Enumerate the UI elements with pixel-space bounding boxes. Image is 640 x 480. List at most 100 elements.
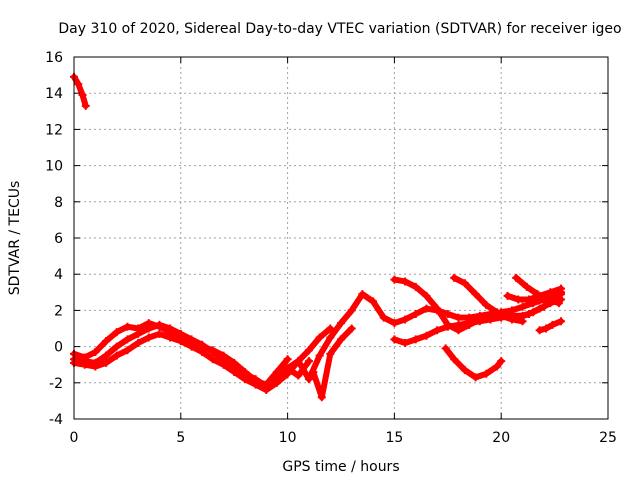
- data-point: [155, 329, 164, 338]
- x-tick-label: 10: [279, 430, 297, 446]
- data-point: [91, 362, 100, 371]
- data-point: [475, 315, 484, 324]
- data-point: [443, 310, 452, 319]
- data-point: [433, 304, 442, 313]
- data-point: [535, 304, 544, 313]
- axis-ticks: 0 5 10 15 20 25 -4 -2 0 2 4 6 8 10 12 14 16: [45, 50, 617, 446]
- data-point: [326, 324, 335, 333]
- data-point: [503, 311, 512, 320]
- y-tick-label: 0: [54, 340, 63, 356]
- data-point: [454, 313, 463, 322]
- data-point: [347, 306, 356, 315]
- data-point: [81, 101, 90, 110]
- data-point: [102, 358, 111, 367]
- data-point: [347, 324, 356, 333]
- data-point: [262, 386, 271, 395]
- x-tick-label: 15: [385, 430, 403, 446]
- data-point: [208, 348, 217, 357]
- y-tick-label: 14: [45, 86, 63, 102]
- data-point: [514, 295, 523, 304]
- data-point: [176, 329, 185, 338]
- data-point: [176, 337, 185, 346]
- data-point: [187, 335, 196, 344]
- data-point: [112, 328, 121, 337]
- data-point: [309, 367, 318, 376]
- data-point: [535, 326, 544, 335]
- data-point: [187, 342, 196, 351]
- data-point: [390, 275, 399, 284]
- data-point: [208, 355, 217, 364]
- data-point: [102, 337, 111, 346]
- y-tick-label: 10: [45, 159, 63, 175]
- data-point: [522, 282, 531, 291]
- data-point: [304, 375, 313, 384]
- data-point: [518, 302, 527, 311]
- data-point: [198, 348, 207, 357]
- grid: [74, 57, 608, 419]
- y-tick-label: 6: [54, 231, 63, 247]
- data-point: [294, 357, 303, 366]
- data-point: [482, 300, 491, 309]
- data-point: [422, 304, 431, 313]
- data-point: [155, 320, 164, 329]
- data-point: [272, 378, 281, 387]
- data-point: [326, 333, 335, 342]
- data-point: [304, 346, 313, 355]
- data-point: [486, 313, 495, 322]
- data-point: [548, 320, 557, 329]
- data-point: [535, 291, 544, 300]
- data-point: [471, 290, 480, 299]
- data-point: [401, 315, 410, 324]
- y-tick-label: 8: [54, 195, 63, 211]
- data-point: [401, 277, 410, 286]
- data-point: [304, 357, 313, 366]
- data-point: [422, 331, 431, 340]
- data-point: [450, 355, 459, 364]
- data-point: [337, 319, 345, 328]
- data-point: [454, 326, 463, 335]
- y-tick-label: 12: [45, 122, 63, 138]
- data-point: [326, 349, 335, 358]
- data-point: [433, 326, 442, 335]
- data-point: [144, 324, 153, 333]
- y-tick-label: -2: [49, 376, 63, 392]
- data-point: [401, 338, 410, 347]
- data-point: [123, 335, 132, 344]
- data-point: [315, 351, 324, 360]
- x-tick-label: 5: [176, 430, 185, 446]
- data-point: [497, 357, 506, 366]
- data-point: [524, 295, 533, 304]
- y-axis-label: SDTVAR / TECUs: [7, 181, 23, 296]
- y-tick-label: 4: [54, 267, 63, 283]
- data-point: [78, 91, 87, 100]
- data-point: [134, 338, 143, 347]
- data-point: [465, 320, 474, 329]
- data-point: [337, 335, 345, 344]
- data-point: [219, 360, 228, 369]
- data-point: [492, 308, 501, 317]
- data-point: [460, 279, 469, 288]
- data-point: [554, 299, 563, 308]
- data-point: [544, 295, 553, 304]
- data-point: [503, 291, 512, 300]
- data-point: [315, 333, 324, 342]
- data-point: [272, 367, 281, 376]
- data-point: [369, 297, 378, 306]
- x-tick-label: 20: [492, 430, 510, 446]
- data-point: [317, 393, 326, 402]
- data-point: [198, 340, 207, 349]
- data-point: [557, 317, 566, 326]
- data-point: [102, 351, 111, 360]
- data-point: [358, 290, 367, 299]
- y-tick-label: -4: [49, 412, 63, 428]
- data-point: [492, 362, 501, 371]
- y-tick-label: 2: [54, 303, 63, 319]
- data-point: [166, 333, 175, 342]
- data-point: [240, 375, 249, 384]
- x-tick-label: 25: [599, 430, 617, 446]
- x-axis-label: GPS time / hours: [282, 459, 399, 475]
- data-point: [460, 366, 469, 375]
- data-point: [482, 369, 491, 378]
